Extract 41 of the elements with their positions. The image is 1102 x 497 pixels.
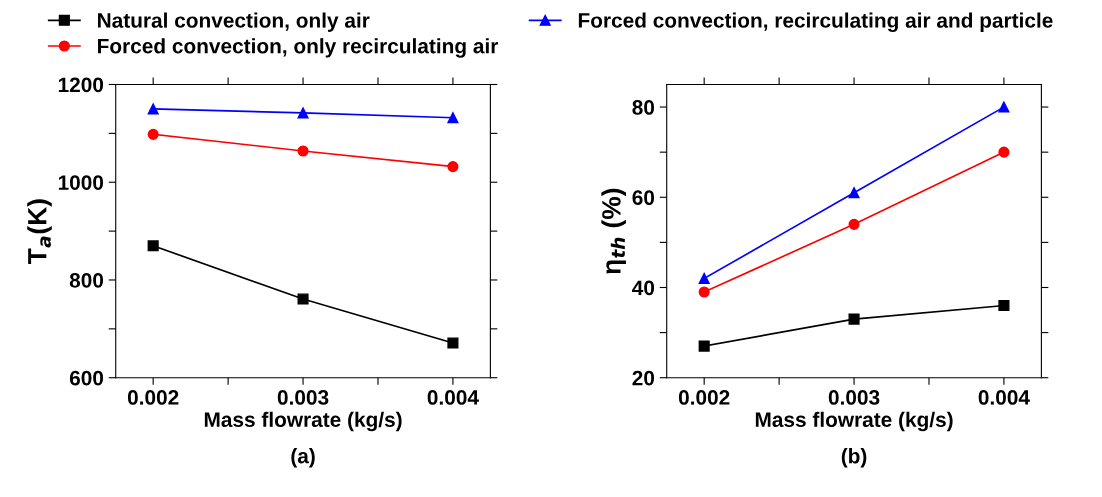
point xyxy=(698,286,710,298)
legend-label: Forced convection, recirculating air and particle xyxy=(578,12,1053,33)
x-tick-label: 0.002 xyxy=(678,390,730,405)
point xyxy=(848,187,860,199)
point xyxy=(297,293,309,305)
point xyxy=(447,337,459,349)
y-tick-label: 20 xyxy=(632,370,655,386)
y-axis-title: T$_{a}$(K) xyxy=(27,199,52,264)
legend-label: Natural convection, only air xyxy=(98,12,370,32)
y-tick-label: 1000 xyxy=(58,175,104,190)
point xyxy=(998,299,1010,312)
x-axis-title: Mass flowrate (kg/s) xyxy=(755,411,953,432)
y-axis-title: η$_{th}$ (%) xyxy=(601,188,626,274)
y-tick-label: 600 xyxy=(69,370,104,386)
point xyxy=(297,107,309,119)
point xyxy=(447,161,459,173)
point xyxy=(698,340,710,352)
text: (b) xyxy=(841,448,867,468)
point xyxy=(698,272,710,285)
point xyxy=(848,313,860,325)
point xyxy=(447,112,459,124)
y-tick-label: 60 xyxy=(632,190,655,206)
x-tick-label: 0.004 xyxy=(427,390,479,405)
legend-label: Forced convection, only recirculating air xyxy=(98,38,499,58)
x-tick-label: 0.004 xyxy=(978,390,1030,405)
y-tick-label: 80 xyxy=(632,100,655,115)
text: (a) xyxy=(291,448,315,468)
point xyxy=(998,146,1010,158)
point xyxy=(848,218,860,230)
point xyxy=(147,128,159,140)
x-tick-label: 0.003 xyxy=(277,390,329,405)
point xyxy=(297,145,309,157)
y-tick-label: 800 xyxy=(69,272,104,288)
y-tick-label: 1200 xyxy=(58,77,104,93)
point xyxy=(147,103,159,115)
y-tick-label: 40 xyxy=(632,280,655,296)
x-tick-label: 0.003 xyxy=(828,390,880,405)
point xyxy=(998,101,1010,113)
x-tick-label: 0.002 xyxy=(127,390,179,405)
point xyxy=(147,240,159,252)
x-axis-title: Mass flowrate (kg/s) xyxy=(204,411,402,432)
